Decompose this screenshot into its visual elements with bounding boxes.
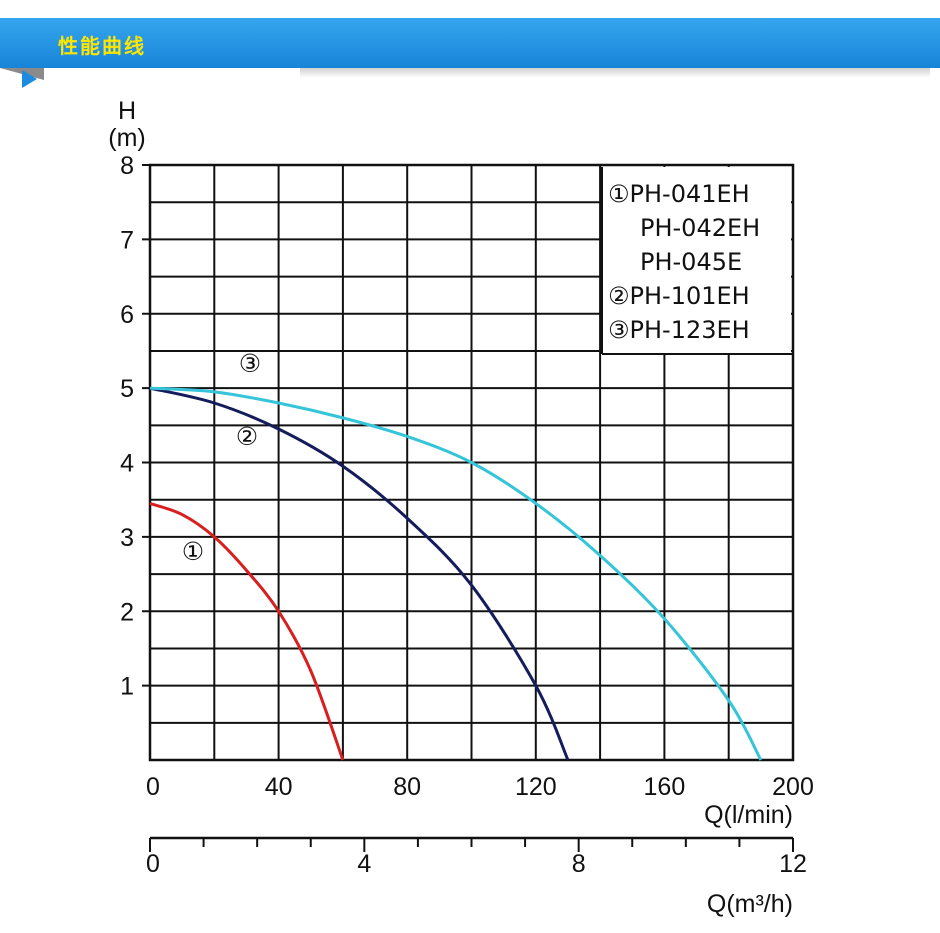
y-axis-unit: (m) [108,124,145,152]
section-header-bar [0,18,940,68]
y-tick-label: 8 [120,152,134,180]
series-label-2: ② [236,422,258,451]
x-tick-label: 40 [265,773,293,801]
legend-entry: PH-042EH [640,214,760,242]
x2-tick-label: 8 [572,850,586,878]
x-axis-title: Q(l/min) [704,801,793,829]
x-tick-label: 0 [146,773,160,801]
legend-entry: ③PH-123EH [608,316,750,344]
x-tick-label: 80 [393,773,421,801]
legend-entry: ①PH-041EH [608,180,750,208]
y-tick-label: 4 [120,450,134,478]
x2-tick-label: 4 [357,850,371,878]
series-label-3: ③ [239,349,261,378]
series-label-1: ① [182,537,204,566]
chart-series: ① ② ③ [149,349,763,761]
y-tick-label: 3 [120,524,134,552]
x-tick-label: 120 [515,773,557,801]
header-arrow-icon [22,70,37,88]
series-line-3 [149,386,763,761]
chart-legend: ①PH-041EH PH-042EH PH-045E ②PH-101EH ③PH-123… [601,167,793,355]
y-tick-label: 5 [120,375,134,403]
y-tick-label: 2 [120,598,134,626]
x2-tick-label: 0 [146,850,160,878]
series-line-2 [149,386,570,761]
header-shadow [300,68,930,78]
x-tick-label: 160 [644,773,686,801]
y-axis-title: H [118,97,136,125]
legend-entry: PH-045E [640,248,742,276]
legend-entry: ②PH-101EH [608,282,750,310]
x2-tick-label: 12 [779,850,807,878]
y-tick-label: 6 [120,301,134,329]
y-tick-label: 7 [120,226,134,254]
x-tick-label: 200 [772,773,814,801]
x2-axis-title: Q(m³/h) [707,890,793,918]
section-title: 性能曲线 [58,34,146,58]
series-line-1 [149,501,345,761]
y-tick-label: 1 [120,673,134,701]
legend-background [602,167,791,354]
